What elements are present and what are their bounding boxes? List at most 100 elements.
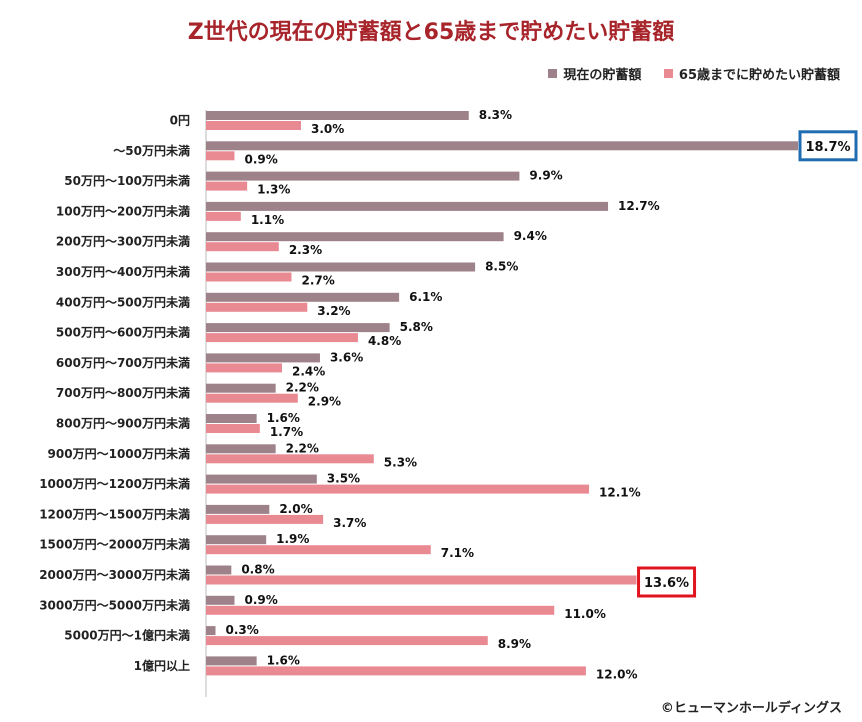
category-label: 400万円～500万円未満 bbox=[56, 294, 190, 309]
category-label: 50万円～100万円未満 bbox=[64, 173, 190, 188]
data-label: 1.7% bbox=[270, 425, 303, 439]
bar-target bbox=[206, 514, 324, 524]
data-label: 8.9% bbox=[498, 637, 531, 651]
bar-target bbox=[206, 302, 308, 312]
bar-current bbox=[206, 262, 476, 272]
data-label: 0.9% bbox=[244, 152, 277, 166]
bar-target bbox=[206, 151, 235, 161]
bar-target bbox=[206, 484, 590, 494]
data-label: 3.5% bbox=[327, 472, 360, 486]
bar-current bbox=[206, 292, 400, 302]
bar-current bbox=[206, 201, 609, 211]
data-label: 2.0% bbox=[279, 502, 312, 516]
data-label: 5.3% bbox=[384, 455, 417, 469]
data-label: 2.3% bbox=[289, 243, 322, 257]
legend-swatch-current bbox=[548, 69, 558, 78]
data-label: 9.9% bbox=[529, 169, 562, 183]
bar-target bbox=[206, 272, 292, 282]
data-label: 12.1% bbox=[599, 486, 641, 500]
data-label: 7.1% bbox=[441, 546, 474, 560]
bar-target bbox=[206, 393, 298, 403]
data-label: 4.8% bbox=[368, 334, 401, 348]
bar-target bbox=[206, 211, 241, 221]
data-label: 1.6% bbox=[267, 411, 300, 425]
data-label: 2.2% bbox=[286, 441, 319, 455]
bar-target bbox=[206, 181, 248, 191]
data-label: 3.6% bbox=[330, 350, 363, 364]
bar-target bbox=[206, 424, 260, 433]
data-label: 3.0% bbox=[311, 122, 344, 136]
bar-current bbox=[206, 414, 257, 423]
bar-current bbox=[206, 353, 320, 363]
legend: 現在の貯蓄額 65歳までに貯めたい貯蓄額 bbox=[530, 64, 840, 83]
bar-current bbox=[206, 504, 270, 514]
data-label: 2.7% bbox=[301, 274, 334, 288]
bar-target bbox=[206, 363, 282, 373]
category-label: 2000万円～3000万円未満 bbox=[39, 567, 190, 582]
legend-label-target: 65歳までに貯めたい貯蓄額 bbox=[678, 68, 840, 83]
data-label: 18.7% bbox=[805, 140, 850, 155]
bar-current bbox=[206, 535, 267, 545]
bar-target bbox=[206, 575, 637, 585]
highlight-box bbox=[637, 566, 697, 598]
category-label: 1500万円～2000万円未満 bbox=[39, 537, 190, 552]
bar-current bbox=[206, 141, 798, 151]
bar-current bbox=[206, 111, 469, 120]
category-label: ～50万円未満 bbox=[113, 143, 190, 158]
data-label: 6.1% bbox=[409, 290, 442, 304]
data-label: 1.3% bbox=[257, 183, 290, 197]
bar-target bbox=[206, 454, 374, 464]
bar-target bbox=[206, 605, 555, 615]
bar-current bbox=[206, 232, 504, 242]
bar-current bbox=[206, 383, 276, 393]
data-label: 1.1% bbox=[251, 213, 284, 227]
bar-target bbox=[206, 242, 279, 252]
category-label: 300万円～400万円未満 bbox=[56, 264, 190, 279]
legend-item-current: 現在の貯蓄額 bbox=[548, 64, 641, 83]
data-label: 9.4% bbox=[514, 229, 547, 243]
bar-current bbox=[206, 656, 257, 666]
chart-title: Z世代の現在の貯蓄額と65歳まで貯めたい貯蓄額 bbox=[187, 20, 675, 45]
bar-target bbox=[206, 121, 301, 130]
bar-current bbox=[206, 323, 390, 333]
bar-target bbox=[206, 545, 431, 555]
data-label: 2.4% bbox=[292, 364, 325, 378]
bar-current bbox=[206, 474, 317, 484]
credit-text: ©ヒューマンホールディングス bbox=[660, 701, 842, 716]
category-label: 800万円～900万円未満 bbox=[56, 416, 190, 431]
category-label: 3000万円～5000万円未満 bbox=[39, 597, 190, 612]
category-label: 0円 bbox=[170, 114, 190, 128]
data-label: 5.8% bbox=[400, 320, 433, 334]
category-label: 600万円～700万円未満 bbox=[56, 355, 190, 370]
data-label: 0.9% bbox=[244, 593, 277, 607]
legend-item-target: 65歳までに貯めたい貯蓄額 bbox=[663, 64, 840, 83]
category-label: 1000万円～1200万円未満 bbox=[39, 476, 190, 491]
bar-current bbox=[206, 595, 235, 605]
bar-current bbox=[206, 171, 520, 181]
category-label: 200万円～300万円未満 bbox=[56, 234, 190, 249]
category-label: 1200万円～1500万円未満 bbox=[39, 506, 190, 521]
data-label: 0.8% bbox=[241, 563, 274, 577]
bar-target bbox=[206, 636, 488, 646]
bar-current bbox=[206, 444, 276, 454]
category-label: 100万円～200万円未満 bbox=[56, 203, 190, 218]
data-label: 2.9% bbox=[308, 395, 341, 409]
category-label: 700万円～800万円未満 bbox=[56, 385, 190, 400]
category-label: 5000万円～1億円未満 bbox=[64, 628, 190, 643]
category-label: 900万円～1000万円未満 bbox=[48, 446, 190, 461]
category-label: 1億円以上 bbox=[134, 658, 190, 673]
bar-current bbox=[206, 565, 232, 575]
data-label: 12.0% bbox=[596, 667, 638, 681]
data-label: 13.6% bbox=[644, 576, 689, 591]
data-label: 3.2% bbox=[317, 304, 350, 318]
data-label: 0.3% bbox=[225, 623, 258, 637]
data-label: 12.7% bbox=[618, 199, 660, 213]
legend-swatch-target bbox=[663, 69, 673, 78]
category-label: 500万円～600万円未満 bbox=[56, 325, 190, 340]
legend-label-current: 現在の貯蓄額 bbox=[563, 68, 642, 83]
data-label: 8.3% bbox=[479, 108, 512, 122]
bar-current bbox=[206, 626, 216, 636]
bar-target bbox=[206, 333, 358, 343]
highlight-box bbox=[798, 130, 858, 162]
